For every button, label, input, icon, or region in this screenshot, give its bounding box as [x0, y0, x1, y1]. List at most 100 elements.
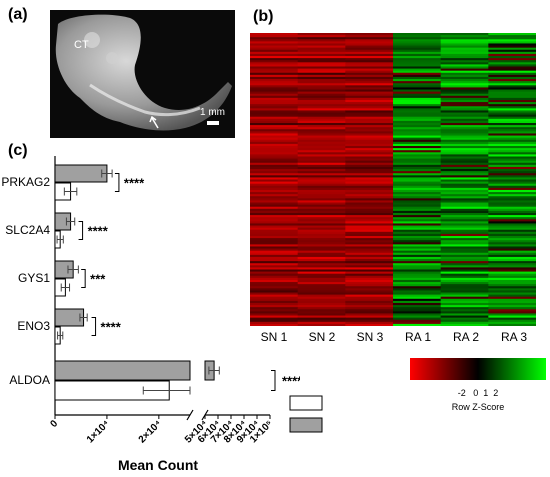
heatmap-cell	[250, 122, 299, 126]
heatmap-cell	[393, 275, 442, 279]
heatmap-cell	[440, 45, 489, 49]
heatmap-cell	[393, 261, 442, 264]
heatmap-cell	[440, 313, 489, 317]
heatmap-cell	[393, 227, 442, 231]
heatmap-cell	[250, 99, 299, 103]
bar-ra	[54, 164, 108, 183]
heatmap-cell	[440, 108, 489, 111]
heatmap-cell	[393, 97, 442, 101]
heatmap-cell	[393, 200, 442, 204]
heatmap-cell	[297, 242, 346, 245]
heatmap-cell	[393, 294, 442, 298]
heatmap-cell	[297, 313, 346, 317]
heatmap-cell	[488, 290, 536, 294]
heatmap-cell	[250, 74, 299, 78]
heatmap-cell	[440, 127, 489, 130]
heatmap-cell	[393, 66, 442, 70]
heatmap-cell	[488, 221, 536, 224]
heatmap-cell	[440, 120, 489, 124]
category-label: SLC2A4	[5, 223, 50, 237]
heatmap-cell	[250, 131, 299, 134]
heatmap-cell	[250, 217, 299, 220]
heatmap-cell	[488, 282, 536, 285]
heatmap-cell	[297, 162, 346, 166]
heatmap-cell	[440, 187, 489, 191]
heatmap-cell	[488, 133, 536, 137]
heatmap-cell	[488, 89, 536, 93]
heatmap-cell	[440, 175, 489, 178]
heatmap-cell	[393, 72, 442, 76]
heatmap-cell	[393, 137, 442, 141]
heatmap-cell	[297, 236, 346, 239]
heatmap-cell	[250, 212, 299, 216]
heatmap-cell	[440, 292, 489, 296]
heatmap-cell	[345, 202, 394, 206]
heatmap-cell	[297, 135, 346, 139]
heatmap-cell	[250, 288, 299, 291]
heatmap-cell	[250, 185, 299, 189]
heatmap-cell	[345, 146, 394, 149]
heatmap-cell	[250, 58, 299, 61]
heatmap-cell	[297, 288, 346, 291]
heatmap-cell	[297, 317, 346, 321]
heatmap-cell	[297, 315, 346, 319]
heatmap-cell	[250, 83, 299, 86]
heatmap-cell	[250, 300, 299, 304]
heatmap-cell	[250, 198, 299, 201]
heatmap-cell	[345, 271, 394, 275]
heatmap-cell	[345, 208, 394, 212]
heatmap-cell	[488, 76, 536, 80]
heatmap-cell	[297, 118, 346, 122]
heatmap-cell	[345, 277, 394, 281]
heatmap-cell	[488, 206, 536, 210]
heatmap-cell	[440, 125, 489, 128]
heatmap-cell	[345, 162, 394, 166]
heatmap-cell	[250, 246, 299, 250]
heatmap-cell	[345, 200, 394, 204]
heatmap-cell	[297, 271, 346, 275]
heatmap-cell	[345, 49, 394, 53]
heatmap-cell	[440, 74, 489, 78]
heatmap-cell	[345, 160, 394, 164]
heatmap-cell	[345, 221, 394, 224]
heatmap-cell	[440, 93, 489, 97]
heatmap-cell	[250, 271, 299, 275]
heatmap-cell	[393, 166, 442, 170]
heatmap-cell	[345, 37, 394, 40]
heatmap-cell	[440, 139, 489, 143]
heatmap-cell	[488, 183, 536, 187]
heatmap-cell	[297, 104, 346, 107]
heatmap-cell	[297, 189, 346, 193]
heatmap-cell	[440, 91, 489, 95]
heatmap-cell	[488, 236, 536, 239]
heatmap-cell	[250, 223, 299, 227]
heatmap-cell	[488, 212, 536, 216]
heatmap-cell	[297, 146, 346, 149]
heatmap-cell	[393, 156, 442, 160]
heatmap-cell	[488, 154, 536, 157]
heatmap-cell	[345, 315, 394, 319]
heatmap-cell	[297, 307, 346, 310]
heatmap-cell	[345, 288, 394, 291]
heatmap-cell	[250, 204, 299, 208]
heatmap-cell	[345, 194, 394, 197]
arrow-head	[149, 115, 157, 123]
tissue-body	[55, 14, 233, 131]
heatmap-cell	[345, 87, 394, 90]
heatmap-cell	[393, 85, 442, 88]
heatmap-cell	[250, 261, 299, 264]
heatmap-cell	[393, 74, 442, 78]
heatmap-cell	[297, 125, 346, 128]
heatmap-cell	[393, 185, 442, 189]
significance-label: ****	[282, 374, 300, 389]
heatmap-cell	[488, 114, 536, 118]
heatmap-cell	[440, 277, 489, 281]
heatmap-cell	[345, 236, 394, 239]
heatmap-cell	[393, 143, 442, 147]
heatmap-cell	[440, 319, 489, 323]
tissue-spot	[106, 52, 118, 64]
heatmap-cell	[250, 286, 299, 289]
heatmap-cell	[440, 219, 489, 222]
heatmap-cell	[488, 68, 536, 72]
heatmap-cell	[297, 51, 346, 55]
